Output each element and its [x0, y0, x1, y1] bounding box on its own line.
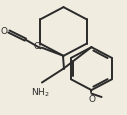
- Text: NH$_2$: NH$_2$: [31, 86, 50, 98]
- Text: O: O: [0, 27, 7, 36]
- Text: O: O: [89, 94, 96, 103]
- Text: O: O: [34, 42, 41, 51]
